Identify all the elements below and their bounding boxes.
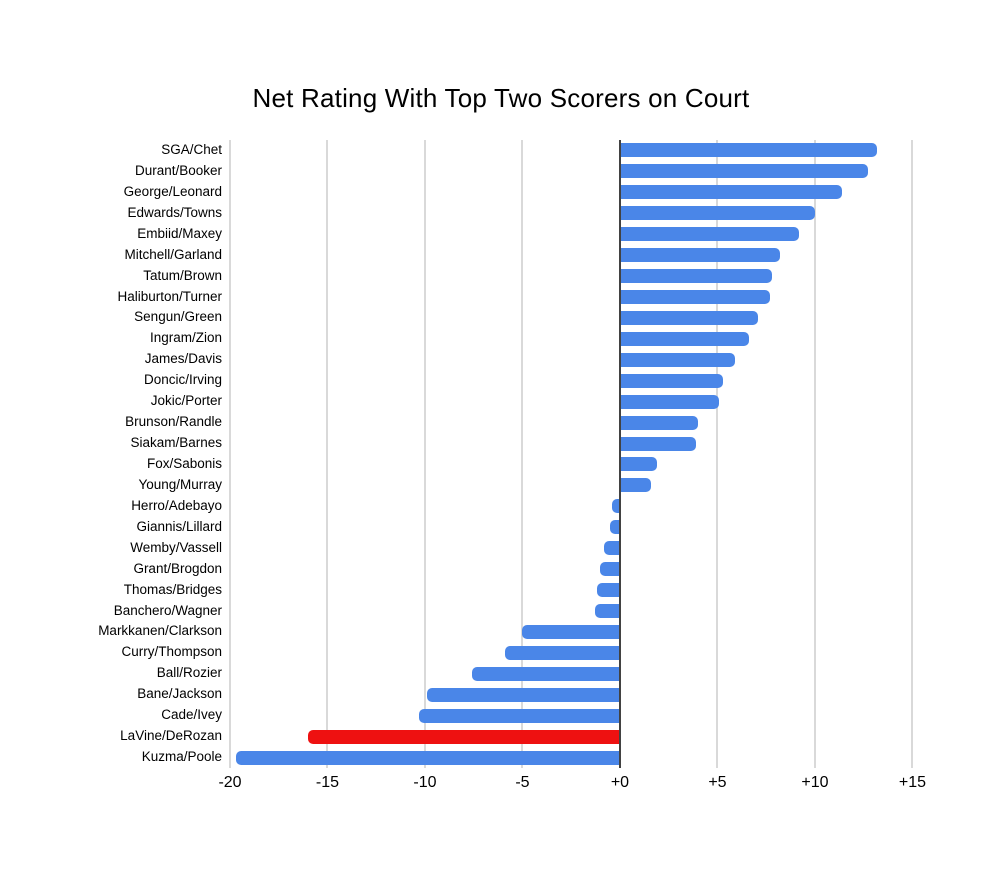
category-label: Edwards/Towns (127, 204, 222, 220)
x-axis-tick-label: +10 (801, 774, 829, 791)
category-label: Herro/Adebayo (131, 497, 222, 513)
category-label: Cade/Ivey (161, 707, 222, 723)
category-label: Mitchell/Garland (124, 246, 222, 262)
bar-banchero-wagner (594, 604, 620, 618)
category-label: Young/Murray (138, 476, 222, 492)
gridline (521, 140, 524, 768)
bar-ball-rozier (471, 666, 620, 681)
x-axis-tick-label: +0 (610, 774, 630, 791)
gridline (813, 140, 816, 768)
y-axis-category-labels: SGA/Chet Durant/Booker George/Leonard Edwar… (0, 140, 222, 768)
category-label: Sengun/Green (134, 309, 222, 325)
gridline (229, 140, 231, 768)
gridline (423, 140, 426, 768)
bar-haliburton-turner (619, 290, 771, 304)
x-axis-tick-label: -5 (515, 774, 530, 791)
bar-siakam-barnes (619, 436, 696, 451)
category-label: Brunson/Randle (125, 414, 222, 430)
category-label: Giannis/Lillard (136, 518, 222, 534)
category-label: Jokic/Porter (150, 393, 222, 409)
bar-fox-sabonis (619, 457, 657, 472)
bar-lavine-derozan (307, 729, 620, 744)
bar-grant-brogdon (600, 562, 620, 577)
bar-kuzma-poole (235, 750, 620, 765)
x-axis-tick-label: -15 (315, 774, 340, 791)
gridline (326, 140, 329, 768)
x-axis-tick-label: +15 (898, 774, 926, 791)
category-label: Ball/Rozier (156, 665, 222, 681)
bar-herro-adebayo (612, 499, 620, 514)
bar-curry-thompson (504, 645, 620, 660)
bar-embiid-maxey (619, 227, 800, 242)
category-label: Kuzma/Poole (141, 749, 222, 765)
category-label: Durant/Booker (134, 162, 222, 178)
bar-young-murray (619, 478, 652, 493)
bar-sga-chet (619, 143, 878, 158)
bar-edwards-towns (619, 206, 815, 221)
category-label: Thomas/Bridges (123, 581, 222, 597)
bar-george-leonard (619, 185, 843, 200)
plot-area (229, 140, 960, 768)
bar-brunson-randle (619, 415, 698, 430)
gridline (911, 140, 914, 768)
bar-ingram-zion (619, 331, 749, 346)
x-axis-tick-label: +5 (708, 774, 727, 791)
bar-tatum-brown (619, 269, 773, 284)
chart-title: Net Rating With Top Two Scorers on Court (252, 83, 750, 113)
category-label: Siakam/Barnes (130, 435, 222, 451)
category-label: Markkanen/Clarkson (98, 623, 222, 639)
bar-markkanen-clarkson (522, 624, 620, 639)
category-label: Ingram/Zion (149, 330, 222, 346)
bar-thomas-bridges (596, 583, 620, 598)
bar-cade-ivey (419, 708, 620, 723)
category-label: Grant/Brogdon (133, 560, 222, 576)
x-axis-tick-label: -10 (413, 774, 437, 791)
gridline (716, 140, 719, 768)
bar-durant-booker (619, 164, 868, 179)
category-label: Curry/Thompson (121, 644, 222, 660)
bar-bane-jackson (426, 687, 620, 702)
category-label: Banchero/Wagner (113, 602, 222, 618)
bar-jokic-porter (619, 394, 720, 409)
category-label: Doncic/Irving (143, 372, 222, 388)
category-label: George/Leonard (123, 183, 222, 199)
x-axis: -20 -15 -10 -5 +0 +5 +10 +15 (218, 774, 960, 798)
bar-mitchell-garland (619, 248, 780, 263)
category-label: Embiid/Maxey (137, 225, 222, 241)
bar-sengun-green (619, 310, 759, 325)
zero-baseline (618, 140, 621, 768)
category-label: Bane/Jackson (137, 686, 222, 702)
bar-doncic-irving (619, 373, 724, 388)
category-label: James/Davis (144, 351, 222, 367)
category-label: Fox/Sabonis (146, 456, 222, 471)
category-label: Tatum/Brown (143, 267, 222, 283)
category-label: Haliburton/Turner (117, 288, 222, 304)
category-label: Wemby/Vassell (130, 539, 222, 555)
bar-giannis-lillard (610, 520, 620, 535)
bar-wemby-vassell (604, 541, 620, 556)
category-label: LaVine/DeRozan (120, 728, 222, 744)
x-axis-tick-label: -20 (218, 774, 242, 791)
category-label: SGA/Chet (161, 142, 222, 157)
bar-james-davis (619, 352, 735, 367)
